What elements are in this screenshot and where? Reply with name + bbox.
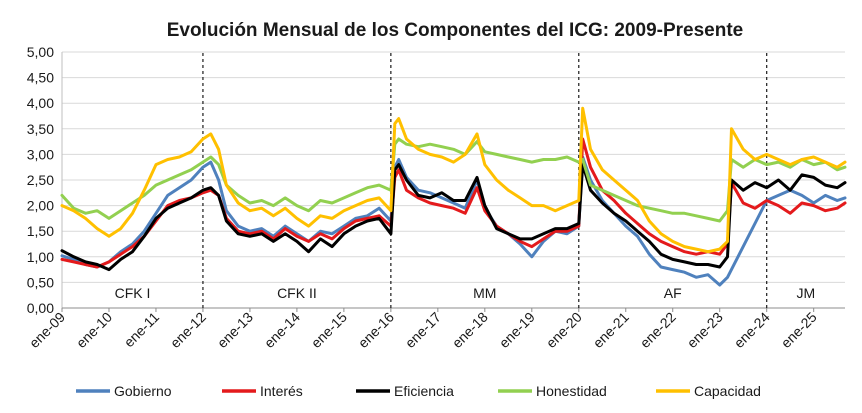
y-tick-label: 2,00 bbox=[27, 198, 54, 214]
period-label: AF bbox=[664, 285, 682, 301]
y-tick-label: 2,50 bbox=[27, 172, 54, 188]
x-tick-label: ene-11 bbox=[121, 309, 163, 351]
x-tick-label: ene-10 bbox=[73, 309, 115, 351]
axes bbox=[61, 52, 845, 309]
y-tick-label: 3,00 bbox=[27, 146, 54, 162]
legend-label: Eficiencia bbox=[394, 383, 454, 399]
series-lines bbox=[60, 106, 847, 287]
x-tick-label: ene-14 bbox=[261, 309, 303, 351]
period-label: JM bbox=[797, 285, 816, 301]
y-axis-ticks: 0,00 0,50 1,00 1,50 2,00 2,50 3,00 3,50 4,00 4,50… bbox=[27, 44, 54, 316]
legend-label: Capacidad bbox=[694, 383, 761, 399]
x-axis-ticks: ene-09 ene-10 ene-11 ene-12 ene-13 ene-14 ene-… bbox=[26, 308, 820, 351]
legend-label: Gobierno bbox=[114, 383, 172, 399]
x-tick-label: ene-13 bbox=[214, 309, 256, 351]
x-tick-label: ene-24 bbox=[731, 309, 773, 351]
y-tick-label: 3,50 bbox=[27, 121, 54, 137]
y-tick-label: 1,00 bbox=[27, 249, 54, 265]
chart-title: Evolución Mensual de los Componentes del… bbox=[167, 20, 743, 41]
y-tick-label: 1,50 bbox=[27, 223, 54, 239]
y-tick-label: 0,00 bbox=[27, 300, 54, 316]
x-tick-label: ene-22 bbox=[637, 309, 679, 351]
period-label: MM bbox=[473, 285, 496, 301]
x-tick-label: ene-17 bbox=[402, 309, 444, 351]
x-tick-label: ene-21 bbox=[590, 309, 632, 351]
series-line-interés bbox=[60, 137, 847, 269]
series-line-honestidad bbox=[60, 137, 847, 223]
y-tick-label: 0,50 bbox=[27, 274, 54, 290]
series-line-eficiencia bbox=[60, 163, 847, 272]
period-labels: CFK I CFK II MM AF JM bbox=[115, 285, 816, 301]
x-tick-label: ene-16 bbox=[355, 309, 397, 351]
period-label: CFK I bbox=[115, 285, 151, 301]
y-tick-label: 5,00 bbox=[27, 44, 54, 60]
y-tick-label: 4,50 bbox=[27, 70, 54, 86]
period-label: CFK II bbox=[277, 285, 317, 301]
x-tick-label: ene-18 bbox=[449, 309, 491, 351]
x-tick-label: ene-23 bbox=[684, 309, 726, 351]
grid-lines bbox=[62, 51, 845, 309]
legend-label: Honestidad bbox=[536, 383, 607, 399]
y-tick-label: 4,00 bbox=[27, 95, 54, 111]
series-line-capacidad bbox=[60, 106, 847, 254]
x-tick-label: ene-15 bbox=[308, 309, 350, 351]
legend-label: Interés bbox=[260, 383, 303, 399]
x-tick-label: ene-12 bbox=[167, 309, 209, 351]
x-tick-label: ene-25 bbox=[778, 309, 820, 351]
x-tick-label: ene-20 bbox=[543, 309, 585, 351]
legend: Gobierno Interés Eficiencia Honestidad Capac… bbox=[76, 383, 761, 399]
x-tick-label: ene-19 bbox=[496, 309, 538, 351]
